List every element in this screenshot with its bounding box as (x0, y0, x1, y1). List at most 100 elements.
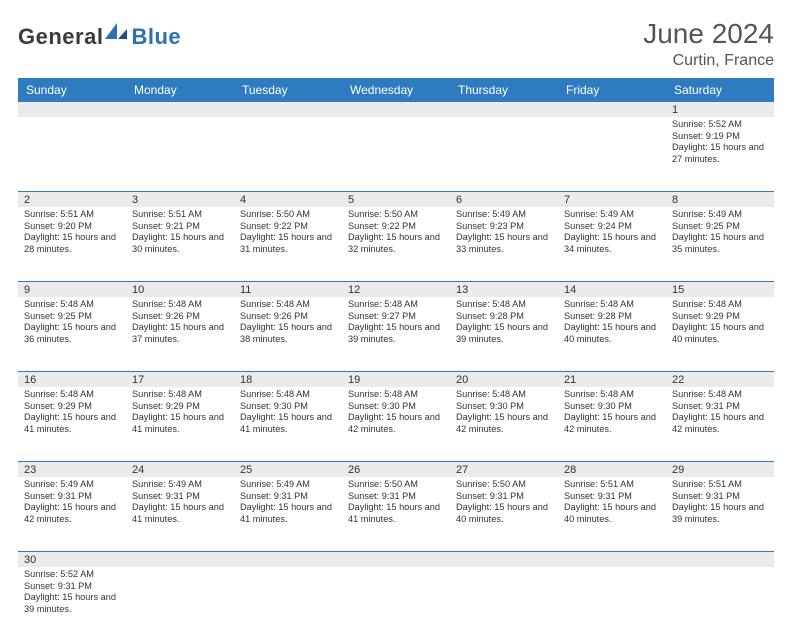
sunrise-text: Sunrise: 5:48 AM (564, 389, 660, 401)
weekday-thursday: Thursday (450, 78, 558, 102)
day-number: 3 (126, 192, 234, 207)
week-row: Sunrise: 5:49 AMSunset: 9:31 PMDaylight:… (18, 477, 774, 552)
daylight-text: Daylight: 15 hours and 40 minutes. (564, 502, 660, 525)
day-cell: Sunrise: 5:49 AMSunset: 9:31 PMDaylight:… (234, 477, 342, 551)
sunrise-text: Sunrise: 5:52 AM (672, 119, 768, 131)
day-number: 14 (558, 282, 666, 297)
day-cell (666, 567, 774, 641)
day-cell: Sunrise: 5:48 AMSunset: 9:29 PMDaylight:… (666, 297, 774, 371)
daylight-text: Daylight: 15 hours and 34 minutes. (564, 232, 660, 255)
sunset-text: Sunset: 9:28 PM (564, 311, 660, 323)
sunset-text: Sunset: 9:29 PM (132, 401, 228, 413)
weekday-sunday: Sunday (18, 78, 126, 102)
sunrise-text: Sunrise: 5:48 AM (240, 299, 336, 311)
sunset-text: Sunset: 9:30 PM (564, 401, 660, 413)
sunrise-text: Sunrise: 5:51 AM (564, 479, 660, 491)
sunset-text: Sunset: 9:31 PM (456, 491, 552, 503)
sunset-text: Sunset: 9:22 PM (240, 221, 336, 233)
daynum-row: 16171819202122 (18, 372, 774, 387)
sunset-text: Sunset: 9:26 PM (132, 311, 228, 323)
day-number: 26 (342, 462, 450, 477)
sunset-text: Sunset: 9:31 PM (24, 581, 120, 593)
daynum-row: 30 (18, 552, 774, 567)
day-number: 25 (234, 462, 342, 477)
daylight-text: Daylight: 15 hours and 30 minutes. (132, 232, 228, 255)
day-number: 29 (666, 462, 774, 477)
sunrise-text: Sunrise: 5:50 AM (348, 209, 444, 221)
day-number: 27 (450, 462, 558, 477)
day-number: 19 (342, 372, 450, 387)
logo-sail-icon (103, 21, 129, 41)
day-cell: Sunrise: 5:48 AMSunset: 9:28 PMDaylight:… (558, 297, 666, 371)
day-number: 2 (18, 192, 126, 207)
sunset-text: Sunset: 9:23 PM (456, 221, 552, 233)
sunrise-text: Sunrise: 5:51 AM (672, 479, 768, 491)
day-number: 20 (450, 372, 558, 387)
day-number: 6 (450, 192, 558, 207)
daylight-text: Daylight: 15 hours and 41 minutes. (24, 412, 120, 435)
day-number (666, 552, 774, 567)
sunset-text: Sunset: 9:25 PM (672, 221, 768, 233)
day-cell: Sunrise: 5:48 AMSunset: 9:29 PMDaylight:… (126, 387, 234, 461)
sunrise-text: Sunrise: 5:48 AM (132, 299, 228, 311)
day-number (558, 102, 666, 117)
day-cell: Sunrise: 5:48 AMSunset: 9:30 PMDaylight:… (342, 387, 450, 461)
sunrise-text: Sunrise: 5:49 AM (456, 209, 552, 221)
day-cell: Sunrise: 5:48 AMSunset: 9:28 PMDaylight:… (450, 297, 558, 371)
sunrise-text: Sunrise: 5:48 AM (348, 299, 444, 311)
daylight-text: Daylight: 15 hours and 27 minutes. (672, 142, 768, 165)
sunset-text: Sunset: 9:30 PM (240, 401, 336, 413)
day-number (18, 102, 126, 117)
title-block: June 2024 Curtin, France (643, 18, 774, 70)
day-cell (558, 567, 666, 641)
day-number (126, 552, 234, 567)
day-cell: Sunrise: 5:51 AMSunset: 9:20 PMDaylight:… (18, 207, 126, 281)
daylight-text: Daylight: 15 hours and 42 minutes. (348, 412, 444, 435)
sunset-text: Sunset: 9:30 PM (348, 401, 444, 413)
day-number: 30 (18, 552, 126, 567)
day-number (234, 102, 342, 117)
sunrise-text: Sunrise: 5:48 AM (240, 389, 336, 401)
day-cell: Sunrise: 5:48 AMSunset: 9:30 PMDaylight:… (234, 387, 342, 461)
day-cell: Sunrise: 5:49 AMSunset: 9:24 PMDaylight:… (558, 207, 666, 281)
sunset-text: Sunset: 9:28 PM (456, 311, 552, 323)
sunrise-text: Sunrise: 5:48 AM (672, 299, 768, 311)
week-row: Sunrise: 5:52 AMSunset: 9:19 PMDaylight:… (18, 117, 774, 192)
day-number: 7 (558, 192, 666, 207)
day-number: 15 (666, 282, 774, 297)
weekday-friday: Friday (558, 78, 666, 102)
sunset-text: Sunset: 9:21 PM (132, 221, 228, 233)
weeks-container: 1Sunrise: 5:52 AMSunset: 9:19 PMDaylight… (18, 102, 774, 641)
week-row: Sunrise: 5:48 AMSunset: 9:29 PMDaylight:… (18, 387, 774, 462)
sunrise-text: Sunrise: 5:51 AM (24, 209, 120, 221)
day-number: 16 (18, 372, 126, 387)
sunrise-text: Sunrise: 5:50 AM (456, 479, 552, 491)
day-cell (342, 567, 450, 641)
weekday-saturday: Saturday (666, 78, 774, 102)
day-cell: Sunrise: 5:49 AMSunset: 9:31 PMDaylight:… (126, 477, 234, 551)
daylight-text: Daylight: 15 hours and 40 minutes. (456, 502, 552, 525)
sunrise-text: Sunrise: 5:50 AM (348, 479, 444, 491)
daylight-text: Daylight: 15 hours and 40 minutes. (672, 322, 768, 345)
calendar: Sunday Monday Tuesday Wednesday Thursday… (18, 78, 774, 641)
daylight-text: Daylight: 15 hours and 42 minutes. (672, 412, 768, 435)
day-cell: Sunrise: 5:48 AMSunset: 9:25 PMDaylight:… (18, 297, 126, 371)
sunrise-text: Sunrise: 5:48 AM (132, 389, 228, 401)
day-number: 1 (666, 102, 774, 117)
day-cell (558, 117, 666, 191)
week-row: Sunrise: 5:52 AMSunset: 9:31 PMDaylight:… (18, 567, 774, 641)
sunset-text: Sunset: 9:29 PM (24, 401, 120, 413)
day-cell: Sunrise: 5:49 AMSunset: 9:31 PMDaylight:… (18, 477, 126, 551)
sunset-text: Sunset: 9:31 PM (672, 401, 768, 413)
sunrise-text: Sunrise: 5:51 AM (132, 209, 228, 221)
day-number: 18 (234, 372, 342, 387)
daylight-text: Daylight: 15 hours and 32 minutes. (348, 232, 444, 255)
daylight-text: Daylight: 15 hours and 31 minutes. (240, 232, 336, 255)
day-number: 22 (666, 372, 774, 387)
sunrise-text: Sunrise: 5:48 AM (672, 389, 768, 401)
daylight-text: Daylight: 15 hours and 36 minutes. (24, 322, 120, 345)
weekday-tuesday: Tuesday (234, 78, 342, 102)
day-number (558, 552, 666, 567)
daylight-text: Daylight: 15 hours and 41 minutes. (132, 412, 228, 435)
day-number (450, 552, 558, 567)
